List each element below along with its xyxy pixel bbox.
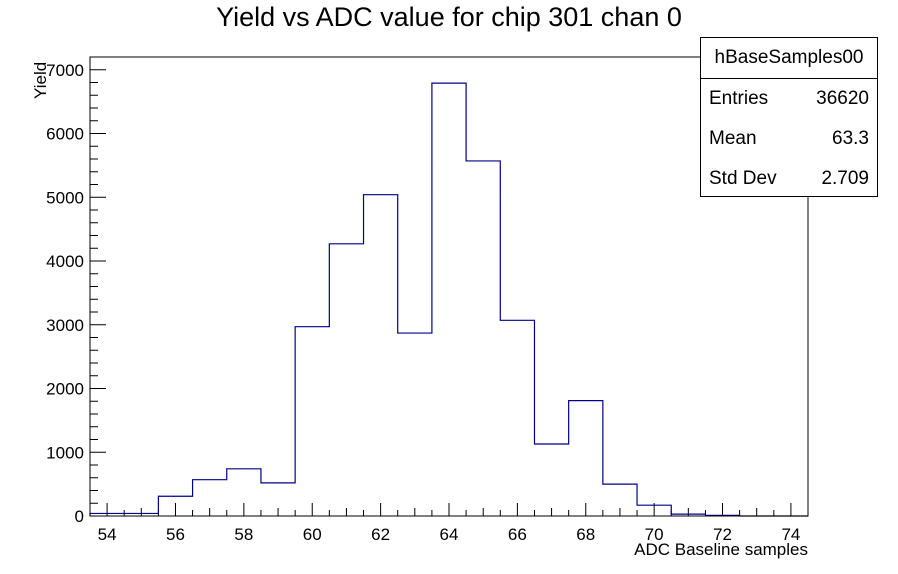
x-tick-label: 72 (713, 525, 732, 544)
chart-title: Yield vs ADC value for chip 301 chan 0 (216, 2, 682, 32)
y-tick-label: 6000 (46, 125, 84, 144)
y-tick-label: 7000 (46, 61, 84, 80)
stats-row-entries: Entries 36620 (701, 79, 877, 119)
histogram-bin (329, 244, 363, 516)
x-axis-label: ADC Baseline samples (634, 540, 808, 559)
x-tick-label: 62 (371, 525, 390, 544)
label-layer: 54 56 58 60 62 64 66 68 70 72 74 0 1000 2000 3000 4000 5… (46, 61, 800, 544)
stats-box: hBaseSamples00 Entries 36620 Mean 63.3 S… (700, 37, 878, 197)
x-tick-label: 54 (98, 525, 117, 544)
x-tick-label: 70 (645, 525, 664, 544)
stats-value: 63.3 (832, 128, 869, 149)
stats-label: Std Dev (709, 168, 777, 189)
tick-layer (90, 69, 792, 517)
y-tick-label: 3000 (46, 316, 84, 335)
stats-row-mean: Mean 63.3 (701, 119, 877, 159)
x-tick-label: 58 (234, 525, 253, 544)
y-tick-label: 5000 (46, 188, 84, 207)
y-axis-label: Yield (31, 62, 50, 99)
histogram-bin (569, 401, 603, 516)
stats-row-std-dev: Std Dev 2.709 (701, 159, 877, 199)
x-tick-label: 60 (303, 525, 322, 544)
stats-label: Entries (709, 88, 769, 109)
x-tick-label: 66 (508, 525, 527, 544)
stats-label: Mean (709, 128, 757, 149)
histogram-bin (432, 83, 466, 516)
histogram-layer (89, 82, 808, 517)
y-tick-label: 0 (75, 507, 84, 526)
x-tick-label: 74 (781, 525, 800, 544)
x-tick-label: 56 (166, 525, 185, 544)
histogram-bin (295, 327, 329, 516)
x-tick-label: 68 (576, 525, 595, 544)
x-tick-label: 64 (440, 525, 459, 544)
y-tick-label: 4000 (46, 252, 84, 271)
y-tick-label: 2000 (46, 380, 84, 399)
stats-histogram-name: hBaseSamples00 (701, 38, 877, 79)
histogram-outline (89, 82, 808, 517)
plot-frame (89, 56, 809, 517)
histogram-bin (534, 444, 568, 516)
histogram-bin (398, 333, 432, 516)
stats-value: 2.709 (821, 168, 869, 189)
stats-value: 36620 (816, 88, 869, 109)
histogram-bin (364, 195, 398, 516)
histogram-bin (466, 161, 500, 516)
y-tick-label: 1000 (46, 443, 84, 462)
histogram-bin (500, 320, 534, 516)
